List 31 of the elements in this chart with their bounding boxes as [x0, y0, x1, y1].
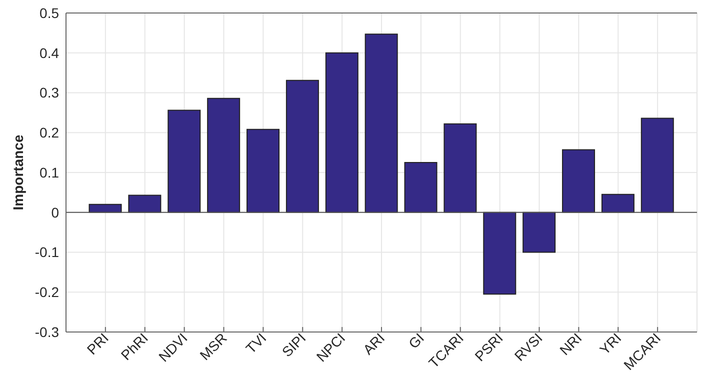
y-tick-label: 0.1 [40, 164, 60, 180]
y-tick-label: -0.3 [34, 324, 60, 340]
bar [522, 212, 556, 253]
x-tick-label: SIPI [278, 330, 309, 360]
y-tick-label: 0.3 [40, 84, 60, 101]
bar [207, 98, 240, 213]
y-tick-label: 0.4 [40, 44, 60, 61]
bar [286, 80, 319, 213]
y-axis-title: Importance [10, 134, 26, 210]
y-tick-label: 0.2 [40, 124, 60, 141]
x-tick-label: GI [405, 330, 428, 352]
bar [404, 162, 438, 213]
y-tick-label: 0 [51, 204, 60, 220]
x-tick-label: ARI [360, 330, 388, 358]
bar [562, 149, 596, 213]
bar [640, 118, 674, 213]
x-tick-label: TVI [242, 330, 270, 357]
bar [601, 194, 634, 213]
bar [364, 34, 398, 213]
y-tick-label: 0.5 [40, 4, 60, 21]
y-tick-label: -0.2 [34, 284, 60, 300]
x-tick-label: PRI [84, 330, 112, 358]
bar [128, 194, 162, 213]
y-tick-label: -0.1 [34, 244, 60, 260]
bar [246, 128, 280, 213]
x-tick-label: NRI [556, 330, 585, 358]
bar [444, 123, 477, 213]
x-tick-label: YRI [596, 330, 624, 358]
bar [168, 110, 201, 213]
bar [483, 212, 516, 295]
bar [325, 52, 358, 213]
